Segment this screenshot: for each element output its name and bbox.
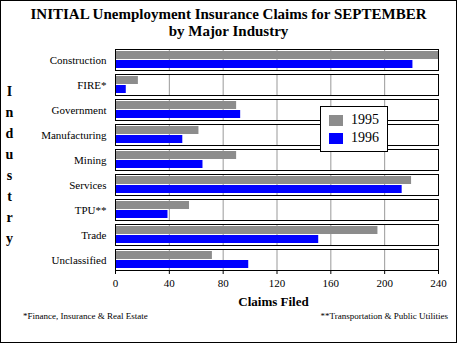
svg-text:Manufacturing: Manufacturing: [41, 129, 107, 141]
svg-text:FIRE*: FIRE*: [77, 79, 106, 91]
svg-text:40: 40: [164, 277, 176, 289]
svg-text:200: 200: [376, 277, 393, 289]
svg-text:240: 240: [430, 277, 447, 289]
svg-text:Unclassified: Unclassified: [52, 254, 107, 266]
svg-text:80: 80: [218, 277, 230, 289]
svg-text:120: 120: [269, 277, 286, 289]
svg-text:Construction: Construction: [50, 54, 107, 66]
html-text:Industry: Industry: [2, 84, 17, 252]
svg-text:Trade: Trade: [81, 229, 106, 241]
svg-text:160: 160: [323, 277, 340, 289]
svg-text:Government: Government: [52, 104, 107, 116]
html-text:1995: 1995: [351, 112, 379, 127]
svg-text:0: 0: [113, 277, 119, 289]
svg-text:TPU**: TPU**: [75, 204, 107, 216]
svg-text:Mining: Mining: [74, 154, 107, 166]
svg-text:Services: Services: [69, 179, 106, 191]
html-text:Claims Filed: Claims Filed: [238, 294, 309, 309]
html-text:**Transportation & Public Util: **Transportation & Public Utilities: [320, 311, 448, 321]
html-text:1996: 1996: [351, 130, 379, 145]
html-text:INITIAL Unemployment Insurance: INITIAL Unemployment Insurance Claims fo…: [30, 6, 427, 22]
html-text:by Major Industry: by Major Industry: [168, 23, 289, 39]
html-text:*Finance, Insurance & Real Est: *Finance, Insurance & Real Estate: [23, 311, 148, 321]
